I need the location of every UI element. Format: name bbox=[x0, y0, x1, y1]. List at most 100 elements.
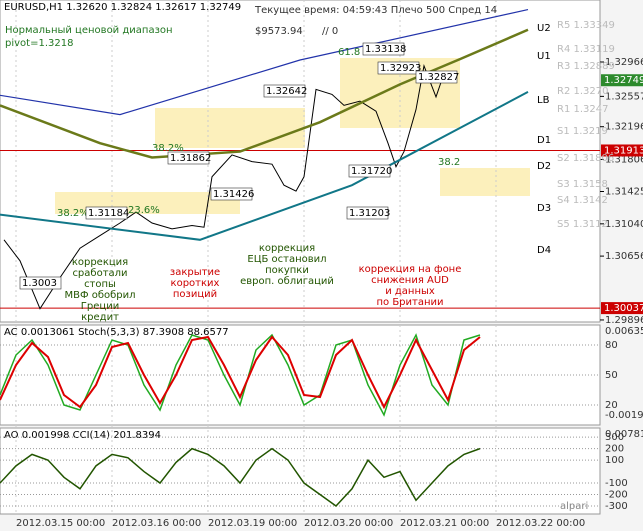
annotation: и данных bbox=[385, 286, 435, 297]
current-label: 1.32749 bbox=[604, 75, 643, 86]
callout: 1.32827 bbox=[418, 72, 459, 83]
callout-box bbox=[362, 42, 405, 56]
x-tick-label: 2012.03.21 00:00 bbox=[400, 518, 489, 529]
annotation: коррекция на фоне bbox=[359, 264, 462, 275]
annotation: коррекция bbox=[72, 257, 128, 268]
pivot-label: D1 bbox=[537, 135, 551, 146]
x-tick-label: 2012.03.20 00:00 bbox=[304, 518, 393, 529]
sr-label: S2 1.31806 bbox=[557, 153, 614, 164]
pivot-label: D2 bbox=[537, 161, 551, 172]
pivot-label: U1 bbox=[537, 51, 551, 62]
callout: 1.31862 bbox=[170, 153, 211, 164]
zones bbox=[55, 58, 530, 214]
y-tick-label: 1.31425 bbox=[605, 186, 643, 197]
series-line bbox=[0, 8, 529, 116]
pivot-label: D3 bbox=[537, 203, 551, 214]
level-box bbox=[601, 144, 643, 157]
current-box bbox=[601, 74, 643, 87]
annotation: МВФ обобрил bbox=[64, 290, 135, 301]
fib-label: 23.6% bbox=[128, 205, 160, 216]
annotation: по Британии bbox=[376, 297, 443, 308]
callout-box bbox=[348, 164, 391, 178]
series-line bbox=[0, 447, 481, 507]
y-tick-label: 200 bbox=[605, 444, 624, 455]
annotation: европ. облигаций bbox=[240, 276, 334, 287]
annotation: коротких bbox=[171, 278, 220, 289]
callout-box bbox=[19, 276, 62, 290]
series-line bbox=[3, 64, 457, 310]
y-tick-label: -200 bbox=[605, 490, 628, 501]
callout-box bbox=[85, 206, 128, 220]
y-tick-label: 100 bbox=[605, 455, 624, 466]
pivot-label: U2 bbox=[537, 23, 551, 34]
sr-label: R3 1.32889 bbox=[557, 61, 615, 72]
price-panel bbox=[0, 0, 601, 323]
annotation: Греции bbox=[81, 301, 119, 312]
ao-panel bbox=[0, 427, 601, 515]
sr-label: R5 1.33349 bbox=[557, 20, 615, 31]
callout: 1.31184 bbox=[88, 208, 129, 219]
y-tick-label: 80 bbox=[605, 340, 618, 351]
level-label: 1.31913 bbox=[604, 145, 643, 156]
y-tick-label: -100 bbox=[605, 478, 628, 489]
sr-label: R4 1.33119 bbox=[557, 44, 615, 55]
x-tick-label: 2012.03.19 00:00 bbox=[208, 518, 297, 529]
annotation: закрытие bbox=[170, 267, 220, 278]
fib-label: 38.2% bbox=[57, 208, 89, 219]
callout-box bbox=[415, 70, 458, 84]
callout: 1.31426 bbox=[213, 189, 254, 200]
y-tick-label: 1.30656 bbox=[605, 251, 643, 262]
annotation: кредит bbox=[81, 312, 119, 323]
fib-label: 38.2% bbox=[152, 143, 184, 154]
range-title: Нормальный ценовой диапазон bbox=[5, 25, 173, 36]
y-tick-label: 1.29896 bbox=[605, 315, 643, 326]
logo: alpari bbox=[560, 501, 588, 512]
y-tick-label: 50 bbox=[605, 370, 618, 381]
callout: 1.32642 bbox=[266, 86, 307, 97]
series-line bbox=[0, 335, 481, 410]
annotation: покупки bbox=[265, 265, 309, 276]
callout-box bbox=[377, 61, 420, 75]
callout-box bbox=[346, 206, 389, 220]
callout: 1.32923 bbox=[380, 63, 421, 74]
level-box bbox=[601, 302, 643, 315]
panel-title: AC 0.0013061 Stoch(5,3,3) 87.3908 88.657… bbox=[4, 327, 229, 338]
level-label: 1.30037 bbox=[604, 303, 643, 314]
callout-box bbox=[167, 151, 210, 165]
y-tick-label: 1.31806 bbox=[605, 154, 643, 165]
sr-label: S1 1.3219 bbox=[557, 126, 608, 137]
annotation: ЕЦБ остановил bbox=[247, 254, 326, 265]
x-tick-label: 2012.03.16 00:00 bbox=[112, 518, 201, 529]
edge-label: -0.00193 bbox=[605, 410, 643, 421]
pivot: pivot=1.3218 bbox=[5, 38, 73, 49]
sr-label: S4 1.3142 bbox=[557, 195, 608, 206]
pivot-label: D4 bbox=[537, 245, 551, 256]
callout: 1.3003 bbox=[22, 278, 57, 289]
balance: $9573.94 bbox=[255, 26, 303, 37]
sr-label: R2 1.3270 bbox=[557, 86, 608, 97]
y-tick-label: 20 bbox=[605, 400, 618, 411]
callout-box bbox=[263, 84, 306, 98]
callout: 1.33138 bbox=[365, 44, 406, 55]
y-tick-label: 1.31040 bbox=[605, 219, 643, 230]
callout: 1.31203 bbox=[349, 208, 390, 219]
annotation: сработали bbox=[72, 268, 127, 279]
series-line bbox=[0, 333, 481, 417]
mark: // 0 bbox=[322, 26, 338, 37]
fib-label: 61.8 bbox=[338, 47, 360, 58]
sr-label: R1 1.3247 bbox=[557, 104, 608, 115]
y-tick-label: 1.32196 bbox=[605, 122, 643, 133]
sr-label: S3 1.3158 bbox=[557, 179, 608, 190]
series-line bbox=[0, 91, 529, 241]
y-tick-label: 1.32966 bbox=[605, 57, 643, 68]
sr-label: S5 1.3112 bbox=[557, 219, 608, 230]
annotation: коррекция bbox=[259, 243, 315, 254]
x-tick-label: 2012.03.22 00:00 bbox=[496, 518, 585, 529]
symbol-header: EURUSD,H1 1.32620 1.32824 1.32617 1.3274… bbox=[4, 2, 241, 13]
y-tick-label: 300 bbox=[605, 432, 624, 443]
x-tick-label: 2012.03.15 00:00 bbox=[16, 518, 105, 529]
y-tick-label: 1.32557 bbox=[605, 91, 643, 102]
edge-label: 0.00781 bbox=[605, 429, 643, 440]
panel-title: AO 0.001998 CCI(14) 201.8394 bbox=[4, 430, 161, 441]
edge-label: 0.00635 bbox=[605, 326, 643, 337]
